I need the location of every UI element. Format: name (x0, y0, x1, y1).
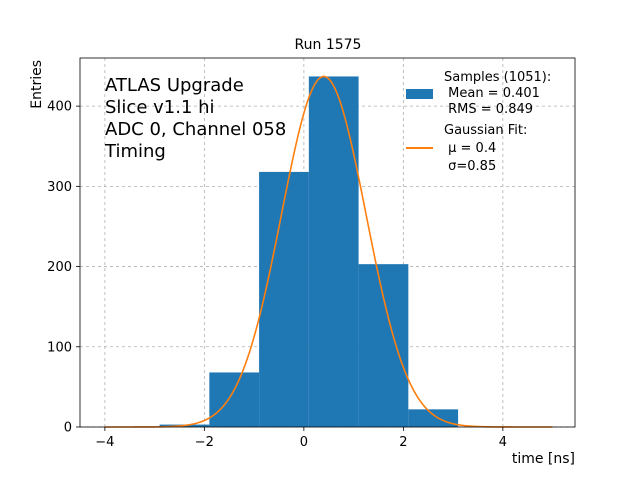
histogram-bar (408, 409, 459, 427)
fit-layer (104, 75, 553, 428)
legend-entry-line: μ = 0.4 (444, 141, 496, 156)
histogram-bar (308, 76, 359, 427)
legend-entry-line: Samples (1051): (444, 70, 551, 85)
plot-frame (79, 57, 576, 428)
x-tick-label: −4 (95, 435, 114, 450)
x-tick-label: 0 (300, 435, 308, 450)
y-tick-label: 400 (47, 100, 72, 115)
y-tick-label: 200 (47, 260, 72, 275)
x-tick-label: −2 (195, 435, 214, 450)
legend-swatch-samples (406, 89, 433, 99)
legend-entry-line: σ=0.85 (444, 159, 496, 174)
annotation-line: Timing (104, 141, 166, 162)
y-tick-label: 300 (47, 180, 72, 195)
chart-title: Run 1575 (295, 37, 362, 53)
ticks-layer: −4 −2 0 2 4 0 100 200 300 400 (47, 100, 507, 450)
legend-entry-line: Gaussian Fit: (444, 123, 527, 138)
annotation-line: Slice v1.1 hi (105, 97, 215, 118)
legend-entry-line: RMS = 0.849 (444, 102, 533, 117)
annotation-line: ADC 0, Channel 058 (105, 119, 286, 140)
y-tick-label: 0 (64, 421, 72, 436)
legend-entry-line: Mean = 0.401 (444, 86, 540, 101)
annotation-line: ATLAS Upgrade (105, 75, 244, 96)
x-tick-label: 2 (399, 435, 407, 450)
x-tick-label: 4 (499, 435, 507, 450)
axes-layer (79, 57, 576, 428)
x-axis-label: time [ns] (512, 451, 575, 467)
gaussian-fit-line (104, 75, 553, 428)
legend: Samples (1051): Mean = 0.401 RMS = 0.849… (406, 70, 551, 174)
annotation-block: ATLAS Upgrade Slice v1.1 hi ADC 0, Chann… (104, 75, 286, 162)
y-axis-label: Entries (29, 60, 45, 109)
y-tick-label: 100 (47, 340, 72, 355)
histogram-bar (209, 372, 260, 427)
histogram-bar (259, 171, 309, 427)
histogram-bar (358, 264, 409, 427)
